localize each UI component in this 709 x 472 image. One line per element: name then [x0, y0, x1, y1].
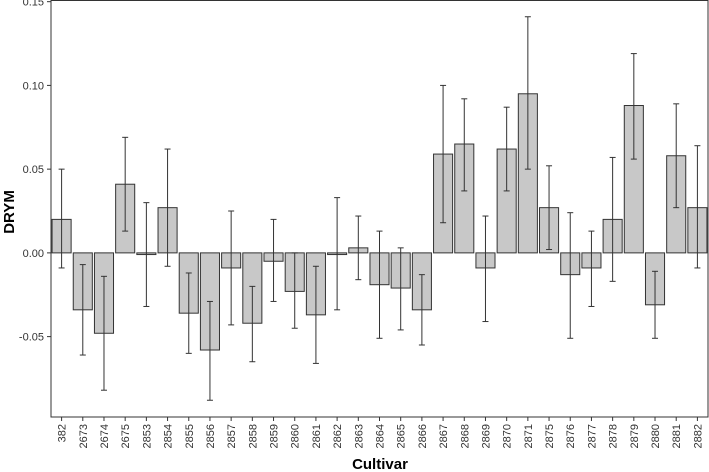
x-tick-label: 2867	[438, 424, 450, 448]
x-tick-label: 2869	[480, 424, 492, 448]
y-tick-label: 0.15	[23, 0, 44, 9]
x-tick-label: 2859	[269, 424, 281, 448]
x-tick-label: 2862	[332, 424, 344, 448]
x-tick-label: 2855	[184, 424, 196, 448]
x-tick-label: 2880	[650, 424, 662, 448]
x-tick-label: 2878	[608, 424, 620, 448]
x-tick-label: 2858	[247, 424, 259, 448]
x-tick-label: 2853	[141, 424, 153, 448]
x-tick-label: 2865	[396, 424, 408, 448]
x-tick-label: 2860	[290, 424, 302, 448]
x-tick-label: 2854	[163, 424, 175, 448]
x-tick-label: 2673	[78, 424, 90, 448]
y-tick-label: 0.00	[23, 248, 44, 260]
x-tick-label: 2881	[671, 424, 683, 448]
y-tick-label: 0.10	[23, 80, 44, 92]
x-tick-label: 2876	[565, 424, 577, 448]
x-tick-label: 2856	[205, 424, 217, 448]
x-tick-label: 2861	[311, 424, 323, 448]
x-tick-label: 2863	[353, 424, 365, 448]
x-tick-label: 2882	[692, 424, 704, 448]
plot-border	[50, 0, 709, 418]
x-tick-label: 2675	[120, 424, 132, 448]
x-axis-title: Cultivar	[352, 456, 408, 472]
x-tick-label: 2864	[375, 424, 387, 448]
x-tick-label: 382	[57, 424, 69, 442]
x-tick-label: 2866	[417, 424, 429, 448]
x-tick-label: 2868	[459, 424, 471, 448]
x-tick-label: 2879	[629, 424, 641, 448]
x-tick-label: 2871	[523, 424, 535, 448]
x-tick-label: 2870	[502, 424, 514, 448]
x-tick-label: 2877	[586, 424, 598, 448]
y-tick-label: 0.05	[23, 164, 44, 176]
x-tick-label: 2674	[99, 424, 111, 448]
y-tick-label: -0.05	[19, 332, 44, 344]
plot-area: -0.05 0.00 0.05 0.10 0.15 382 2673 2674 2675 2853…	[19, 0, 709, 448]
x-tick-label: 2857	[226, 424, 238, 448]
x-tick-label: 2875	[544, 424, 556, 448]
y-axis-title: DRYM	[1, 190, 18, 234]
